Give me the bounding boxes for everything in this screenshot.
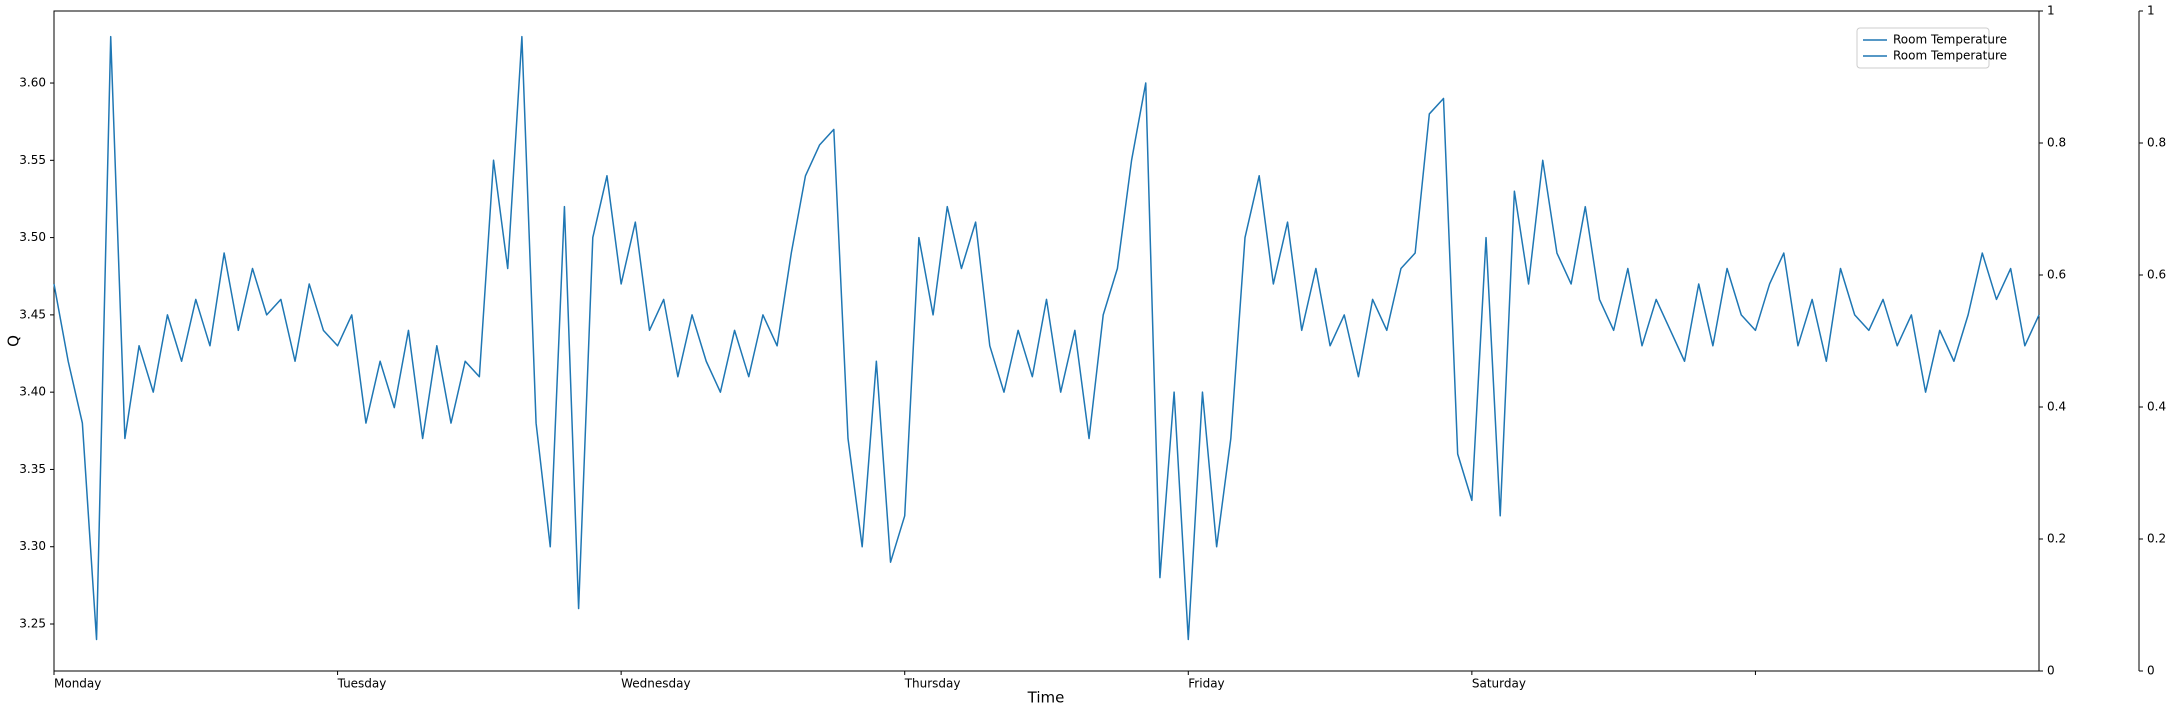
x-tick-label: Tuesday [337,677,387,691]
x-tick-label: Friday [1188,677,1224,691]
y-tick-label: 3.60 [19,76,46,90]
y-axis-label: Q [5,335,23,347]
y2-tick-label: 1 [2047,4,2055,18]
y2-tick-label: 0.6 [2047,268,2066,282]
legend-label: Room Temperature [1893,49,2007,63]
x-axis-label: Time [1027,689,1065,707]
line-series [53,35,2040,641]
y-tick-label: 3.45 [19,307,46,321]
y-tick-label: 3.55 [19,153,46,167]
y2-tick-label: 0.4 [2147,400,2166,414]
y2-tick-label: 0.4 [2047,400,2066,414]
x-tick-label: Saturday [1472,677,1526,691]
y-tick-label: 3.40 [19,385,46,399]
legend-box [1856,27,1990,69]
x-tick-label: Wednesday [621,677,690,691]
legend-label: Room Temperature [1893,33,2007,47]
y-tick-label: 3.30 [19,539,46,553]
y2-tick-label: 0.2 [2147,532,2166,546]
plot-frame [53,10,2040,672]
y-tick-label: 3.25 [19,617,46,631]
y2-tick-label: 0 [2147,664,2155,678]
y2-tick-label: 0.8 [2047,136,2066,150]
y-tick-label: 3.35 [19,462,46,476]
y2-tick-label: 0.2 [2047,532,2066,546]
y2-tick-label: 0 [2047,664,2055,678]
y2-tick-label: 0.6 [2147,268,2166,282]
y-tick-label: 3.50 [19,230,46,244]
x-tick-label: Thursday [904,677,961,691]
x-tick-label: Monday [54,677,101,691]
y2-tick-label: 1 [2147,4,2155,18]
y2-tick-label: 0.8 [2147,136,2166,150]
